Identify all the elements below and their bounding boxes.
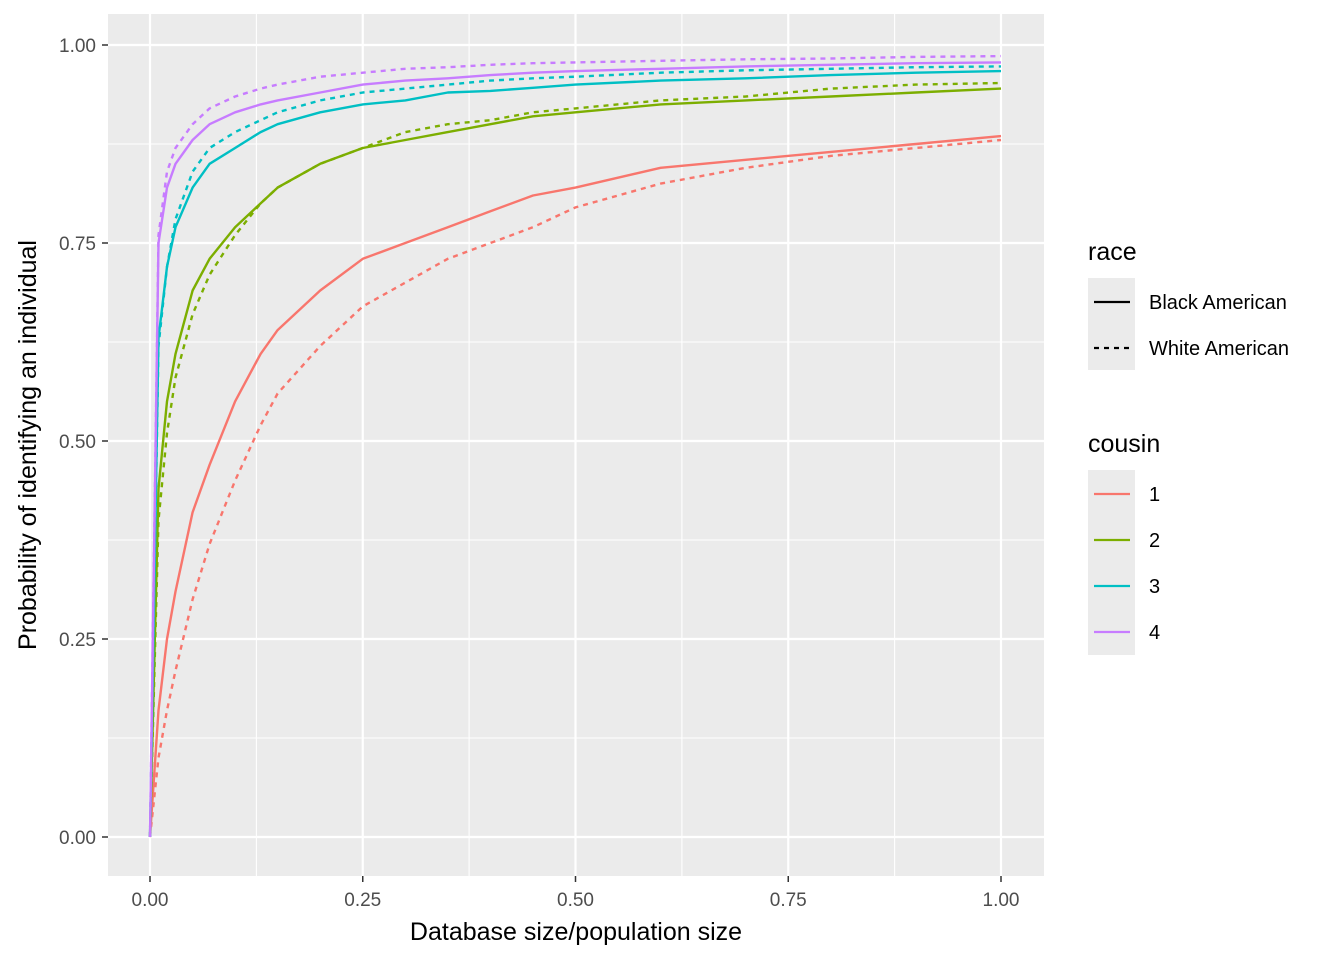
series-line-cousin-1-black [148, 134, 1002, 838]
y-tick-label: 0.75 [59, 234, 96, 255]
legend-cousin-key-background [1088, 470, 1135, 655]
x-tick-label: 0.75 [770, 890, 807, 911]
legend-race-label-black: Black American [1149, 292, 1287, 314]
legend-cousin-label-1: 1 [1149, 484, 1160, 506]
grid [108, 14, 1044, 876]
series-layer [148, 54, 1002, 838]
x-tick-label: 0.50 [557, 890, 594, 911]
legend-cousin: cousin 1 2 3 4 [1088, 430, 1160, 655]
y-tick-label: 1.00 [59, 36, 96, 57]
legend-race-title: race [1088, 238, 1137, 266]
series-line-cousin-1-white [148, 138, 1002, 838]
y-tick-label: 0.00 [59, 828, 96, 849]
legend-cousin-label-4: 4 [1149, 622, 1160, 644]
axis-ticks: 0.00 0.25 0.50 0.75 1.00 0.00 0.25 0.50 0.75 1.00 [59, 36, 1019, 911]
x-axis-title: Database size/population size [410, 918, 742, 946]
series-line-cousin-4-white [148, 54, 1002, 838]
y-tick-label: 0.50 [59, 432, 96, 453]
legend-cousin-label-3: 3 [1149, 576, 1160, 598]
series-line-cousin-2-white [148, 81, 1002, 838]
x-tick-label: 0.25 [344, 890, 381, 911]
series-line-cousin-3-black [148, 69, 1002, 838]
y-axis-title: Probability of identifying an individual [14, 240, 42, 650]
legend-race-key-background [1088, 278, 1135, 370]
y-tick-label: 0.25 [59, 630, 96, 651]
legend-cousin-title: cousin [1088, 430, 1160, 458]
x-tick-label: 1.00 [983, 890, 1020, 911]
legend-race-label-white: White American [1149, 338, 1289, 360]
legend-cousin-label-2: 2 [1149, 530, 1160, 552]
series-line-cousin-3-white [148, 65, 1002, 838]
series-line-cousin-4-black [148, 61, 1002, 838]
legend-race: race Black American White American [1088, 238, 1289, 370]
x-tick-label: 0.00 [132, 890, 169, 911]
